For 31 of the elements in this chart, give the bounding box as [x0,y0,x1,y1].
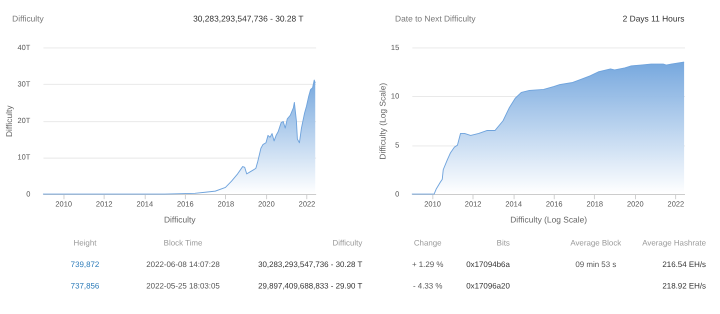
x-axis-title: Difficulty [164,214,196,225]
y-tick-label: 20T [17,116,31,126]
y-tick-label: 40T [17,42,31,52]
x-tick-label: 2012 [464,200,482,209]
chart-subtitle: 30,283,293,547,736 - 30.28 T [193,13,304,24]
y-tick-label: 15 [390,42,400,52]
x-tick-label: 2014 [505,200,522,209]
x-tick-label: 2010 [55,200,72,209]
x-tick-label: 2016 [546,200,563,209]
x-tick-label: 2018 [218,200,234,209]
chart-title: Difficulty [12,13,44,24]
x-tick-label: 2018 [586,200,604,209]
y-axis-title: Difficulty [4,104,14,137]
y-tick-label: 5 [395,140,400,150]
x-tick-label: 2016 [177,200,194,209]
x-tick-label: 2022 [668,200,684,209]
y-tick-label: 10 [390,92,400,101]
x-tick-label: 2012 [96,200,113,209]
x-tick-label: 2010 [424,200,441,209]
y-axis-title: Difficulty (Log Scale) [377,82,388,160]
chart-title: Date to Next Difficulty [395,13,476,24]
x-tick-label: 2020 [626,200,644,209]
y-tick-label: 0 [26,189,30,198]
y-tick-label: 10T [17,152,31,162]
y-tick-label: 0 [395,189,400,198]
chart-subtitle: 2 Days 11 Hours [622,13,685,24]
x-tick-label: 2020 [258,200,275,209]
x-tick-label: 2022 [298,200,316,209]
x-tick-label: 2014 [136,200,154,209]
y-tick-label: 30T [17,79,31,88]
x-axis-title: Difficulty (Log Scale) [510,214,588,225]
